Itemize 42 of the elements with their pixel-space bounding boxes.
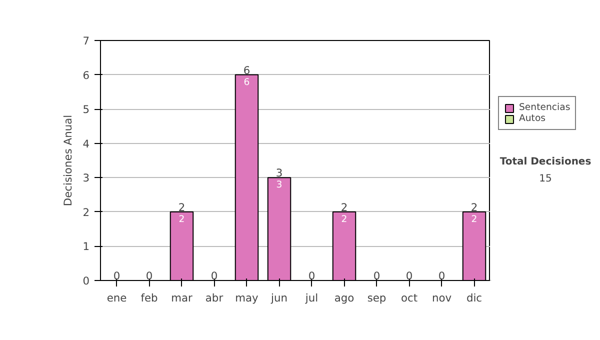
legend-label: Autos [519, 113, 546, 124]
total-label: 2 [470, 200, 478, 214]
x-tick-label: feb [140, 292, 158, 304]
total-label: 0 [210, 270, 218, 282]
y-tick-label: 7 [82, 34, 90, 48]
x-tick-label: ene [106, 292, 127, 304]
data-label: 2 [471, 214, 478, 225]
x-tick-label: dic [466, 292, 482, 304]
total-label: 0 [373, 270, 380, 282]
text: Total Decisiones [500, 156, 592, 168]
total-label: 3 [276, 166, 283, 180]
total-label: 0 [113, 270, 120, 282]
x-tick-label: abr [205, 292, 224, 304]
total-label: 2 [340, 200, 348, 214]
total-label: 0 [308, 270, 316, 282]
total-label: 0 [406, 270, 413, 282]
x-tick-label: jul [304, 292, 318, 304]
x-tick-label: sep [367, 292, 386, 304]
y-tick-label: 0 [82, 274, 90, 288]
x-tick-label: oct [400, 292, 418, 304]
y-tick-label: 5 [82, 103, 90, 116]
x-tick-label: nov [432, 292, 452, 304]
total-label: 0 [438, 270, 446, 282]
x-tick-label: jun [270, 292, 288, 304]
total-label: 2 [178, 200, 186, 214]
total-label: 0 [146, 270, 153, 282]
y-tick-label: 4 [82, 137, 90, 150]
y-tick-label: 6 [82, 68, 90, 82]
data-label: 3 [276, 180, 282, 191]
text: 15 [539, 174, 552, 185]
x-tick-label: mar [171, 292, 194, 304]
x-tick-label: may [235, 292, 258, 304]
legend-label: Sentencias [519, 102, 570, 113]
total-label: 6 [243, 64, 250, 77]
data-label: 2 [341, 214, 348, 225]
x-tick-label: ago [334, 292, 354, 304]
y-tick-label: 2 [82, 206, 90, 219]
data-label: 6 [244, 76, 250, 88]
data-label: 2 [178, 214, 185, 225]
y-axis-title: Decisiones Anual [62, 114, 75, 206]
y-tick-label: 1 [82, 240, 90, 254]
y-tick-label: 3 [82, 172, 90, 185]
